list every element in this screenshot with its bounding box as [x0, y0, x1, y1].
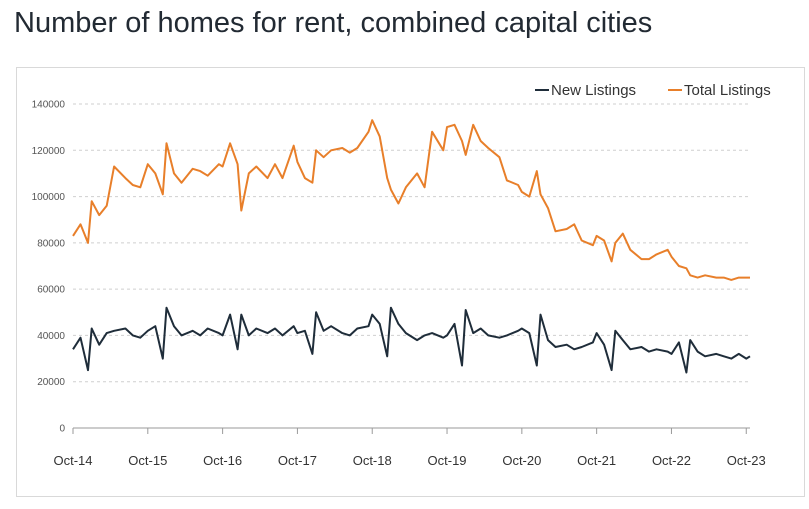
chart-title: Number of homes for rent, combined capit…	[14, 7, 653, 39]
chart-frame	[16, 67, 805, 497]
x-tick-label: Oct-22	[652, 453, 691, 468]
x-tick-label: Oct-14	[53, 453, 92, 468]
series-lines	[72, 119, 751, 374]
x-tick-label: Oct-18	[353, 453, 392, 468]
x-axis: Oct-14 Oct-15 Oct-16 Oct-17 Oct-18 Oct-19 Oct-…	[53, 427, 766, 468]
y-axis-ticks: 0 20000 40000 60000 80000 100000 120000 140000	[32, 100, 66, 435]
x-tick-label: Oct-16	[203, 453, 242, 468]
legend: New Listings Total Listings	[535, 82, 771, 99]
x-tick-label: Oct-20	[502, 453, 541, 468]
legend-label: New Listings	[551, 82, 636, 99]
x-tick-label: Oct-19	[428, 453, 467, 468]
legend-label: Total Listings	[684, 82, 771, 99]
y-tick-label: 20000	[37, 377, 65, 388]
y-tick-label: 80000	[37, 238, 65, 249]
series-line-new-listings	[72, 306, 751, 374]
x-tick-label: Oct-21	[577, 453, 616, 468]
x-tick-label: Oct-15	[128, 453, 167, 468]
x-tick-label: Oct-23	[727, 453, 766, 468]
y-tick-label: 0	[59, 424, 65, 435]
y-tick-label: 140000	[32, 100, 66, 111]
legend-item-new-listings: New Listings	[535, 82, 636, 99]
y-tick-label: 40000	[37, 331, 65, 342]
y-tick-label: 120000	[32, 146, 66, 157]
series-line-total-listings	[72, 119, 750, 281]
legend-item-total-listings: Total Listings	[668, 82, 771, 99]
gridlines	[73, 103, 750, 383]
y-tick-label: 100000	[32, 192, 66, 203]
y-tick-label: 60000	[37, 285, 65, 296]
x-tick-label: Oct-17	[278, 453, 317, 468]
